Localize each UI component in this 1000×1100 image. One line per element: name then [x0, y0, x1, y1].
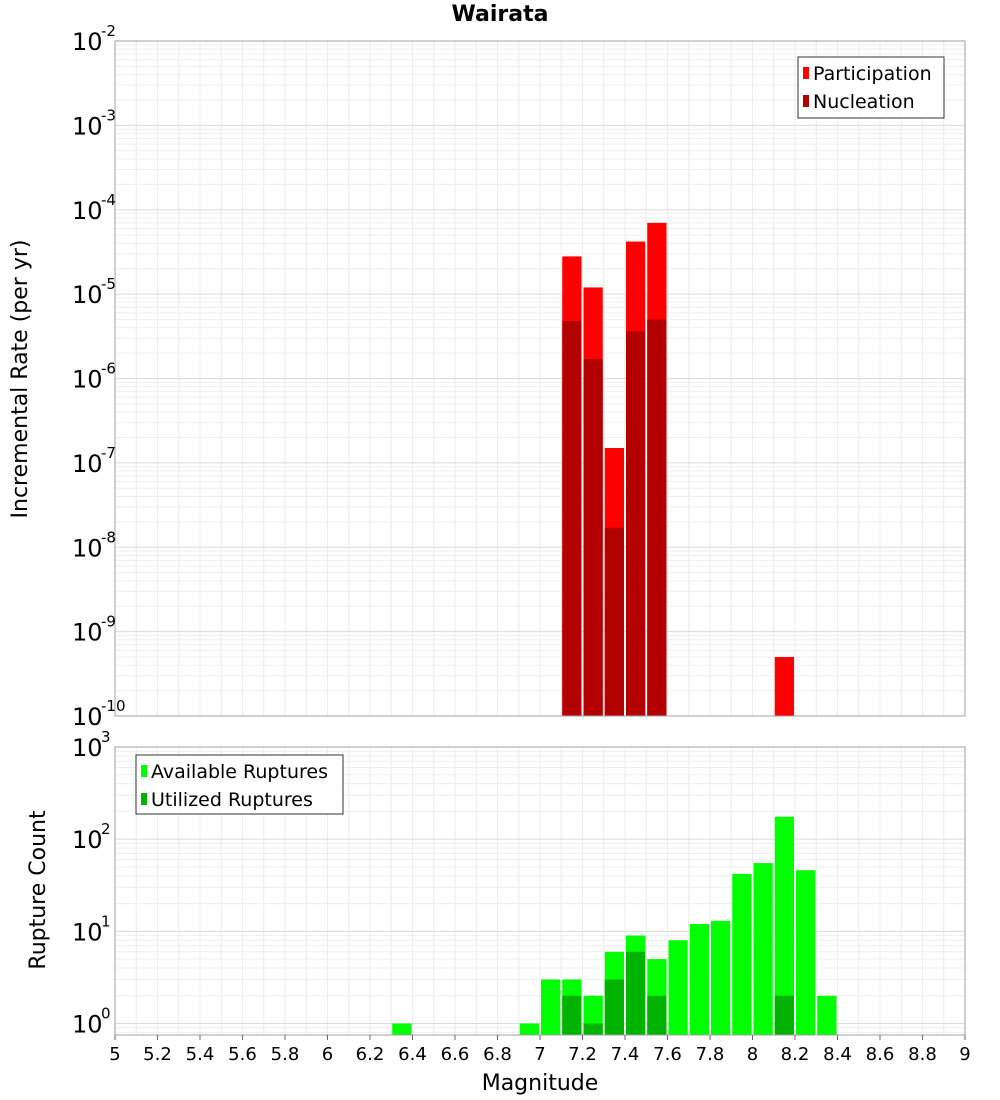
y-tick-exponent: 3: [101, 728, 111, 746]
x-tick-label: 7.8: [696, 1044, 725, 1065]
y-tick-exponent: -3: [101, 106, 116, 124]
count-bar-primary: [753, 863, 773, 1035]
legend-box: [135, 754, 344, 815]
chart-title: Wairata: [451, 2, 549, 27]
count-bar-primary: [392, 1023, 412, 1035]
y-tick-label: 10: [72, 366, 103, 394]
magnitude-axis: 5 5.2 5.4 5.6 5.8 6 6.2 6.4 6.6 6.8 7 7.2 7.4 7.6 7.8 8…: [109, 1035, 971, 1065]
x-tick-label: 8: [747, 1044, 758, 1065]
y-tick-label: 10: [72, 281, 103, 309]
y-tick-exponent: 0: [101, 1004, 111, 1022]
count-bar-primary: [732, 873, 752, 1035]
y-tick-exponent: -5: [101, 275, 116, 293]
rate-bar-secondary: [604, 527, 624, 716]
y-tick-exponent: 1: [101, 912, 111, 930]
x-tick-label: 6.6: [441, 1044, 470, 1065]
x-tick-label: 5.6: [228, 1044, 257, 1065]
count-bar-primary: [541, 979, 561, 1035]
count-bar-secondary: [562, 995, 582, 1035]
rate-bar-secondary: [626, 331, 646, 716]
rate-bar-secondary: [562, 321, 582, 716]
count-bar-primary: [711, 920, 731, 1035]
x-tick-label: 5: [109, 1044, 120, 1065]
legend-label: Utilized Ruptures: [151, 789, 313, 811]
x-axis-label: Magnitude: [482, 1071, 599, 1096]
rate-bar-secondary: [583, 359, 603, 716]
legend-label: Participation: [813, 63, 932, 85]
x-tick-label: 7.4: [611, 1044, 640, 1065]
y-tick-label: 10: [72, 619, 103, 647]
y-tick-label: 10: [72, 734, 103, 762]
y-tick-exponent: -2: [101, 22, 116, 40]
y-tick-label: 10: [72, 534, 103, 562]
y-tick-exponent: -9: [101, 613, 116, 631]
x-tick-label: 6.4: [398, 1044, 427, 1065]
rate-bar-primary: [774, 657, 794, 716]
y-tick-label: 10: [72, 1010, 103, 1038]
y-tick-exponent: -7: [101, 444, 116, 462]
count-bar-primary: [519, 1023, 539, 1035]
count-bar-primary: [668, 940, 688, 1035]
count-bar-secondary: [774, 995, 794, 1035]
x-tick-label: 5.4: [186, 1044, 215, 1065]
x-tick-label: 5.8: [271, 1044, 300, 1065]
incremental-rate-plot: 10-1010-910-810-710-610-510-410-310-2Par…: [72, 22, 966, 731]
x-tick-label: 9: [959, 1044, 970, 1065]
count-bar-secondary: [583, 1023, 603, 1035]
x-tick-label: 6.8: [483, 1044, 512, 1065]
x-tick-label: 5.2: [143, 1044, 172, 1065]
x-tick-label: 7.2: [568, 1044, 597, 1065]
legend-swatch: [141, 793, 147, 805]
x-tick-label: 8.4: [823, 1044, 852, 1065]
x-tick-label: 7.6: [653, 1044, 682, 1065]
y-tick-label: 10: [72, 112, 103, 140]
x-tick-label: 6: [322, 1044, 333, 1065]
legend-box: [797, 56, 945, 119]
legend-swatch: [803, 95, 809, 107]
x-tick-label: 8.6: [866, 1044, 895, 1065]
x-tick-label: 7: [534, 1044, 545, 1065]
y-tick-label: 10: [72, 703, 103, 731]
legend-label: Available Ruptures: [151, 761, 328, 783]
y-tick-exponent: -6: [101, 360, 116, 378]
y-tick-label: 10: [72, 197, 103, 225]
plot-border: [114, 40, 966, 717]
rate-bar-secondary: [647, 319, 667, 716]
count-bar-secondary: [604, 979, 624, 1035]
y-tick-exponent: -8: [101, 528, 116, 546]
legend-label: Nucleation: [813, 91, 915, 113]
count-bar-secondary: [626, 951, 646, 1035]
x-tick-label: 8.2: [781, 1044, 810, 1065]
y-tick-label: 10: [72, 918, 103, 946]
y-tick-exponent: 2: [101, 820, 111, 838]
count-bar-primary: [689, 924, 709, 1035]
y-tick-label: 10: [72, 826, 103, 854]
count-bar-primary: [774, 816, 794, 1035]
y-axis-label-count: Rupture Count: [26, 810, 51, 970]
count-bar-secondary: [647, 995, 667, 1035]
legend-swatch: [803, 67, 809, 79]
count-bar-primary: [796, 870, 816, 1035]
x-tick-label: 8.8: [908, 1044, 937, 1065]
y-tick-label: 10: [72, 450, 103, 478]
y-tick-label: 10: [72, 28, 103, 56]
y-tick-exponent: -10: [101, 697, 126, 715]
y-axis-label-rate: Incremental Rate (per yr): [8, 240, 33, 519]
y-tick-exponent: -4: [101, 191, 116, 209]
legend-swatch: [141, 765, 147, 777]
count-bar-primary: [817, 995, 837, 1035]
x-tick-label: 6.2: [356, 1044, 385, 1065]
